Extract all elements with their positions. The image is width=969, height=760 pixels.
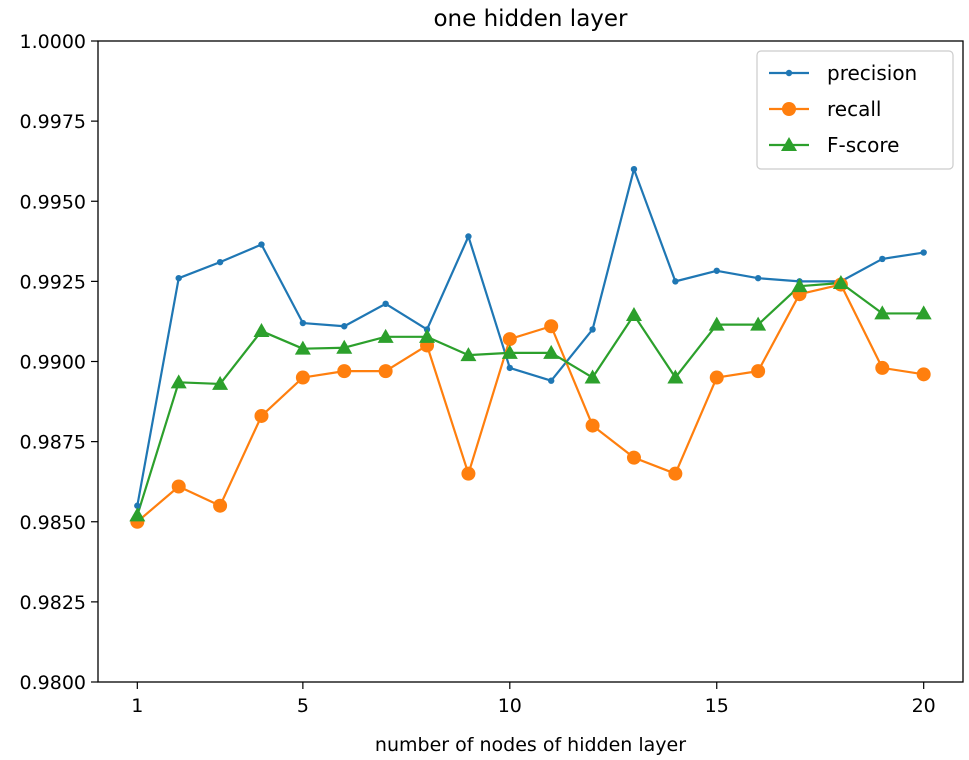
f-score-point [212,375,229,390]
f-score-point [750,316,767,331]
y-tick-label: 0.9825 [20,592,86,614]
precision-point [382,300,389,308]
recall-point [337,364,352,379]
recall-point [751,364,766,379]
y-tick-label: 0.9925 [20,271,86,293]
y-axis: 0.9800 0.9825 0.9850 0.9875 0.9900 0.9925 0.99… [20,31,98,694]
f-score-line [136,281,924,516]
recall-point [668,466,683,481]
precision-point [713,267,720,274]
recall-point [585,418,600,433]
precision-point [258,241,265,248]
f-score-point [791,278,808,293]
f-score-point [832,274,849,289]
precision-point [465,233,472,240]
f-score-legend-marker [781,137,797,151]
plot-markers [129,166,932,529]
recall-point [213,498,228,513]
f-score-point [874,305,891,320]
f-score-point [708,316,725,331]
precision-point [341,323,348,330]
y-tick-label: 0.9800 [20,672,86,694]
f-score-point [543,344,560,359]
x-axis-title: number of nodes of hidden layer [375,734,686,756]
precision-line [136,168,924,506]
f-score-point [501,344,518,359]
recall-point [378,364,393,379]
f-score-point [336,339,353,354]
x-tick-label: 20 [912,695,936,717]
recall-point [171,479,186,494]
recall-point [502,332,517,347]
y-tick-label: 0.9975 [20,111,86,133]
y-tick-label: 0.9900 [20,352,86,374]
chart-title: one hidden layer [433,6,628,32]
recall-point [916,367,931,382]
legend: precision recall F-score [756,50,954,170]
y-tick-label: 0.9950 [20,191,86,213]
recall-point [254,408,269,423]
precision-legend-marker [785,69,793,77]
y-tick-label: 0.9875 [20,432,86,454]
f-score-point [625,307,642,322]
x-tick-label: 10 [498,695,522,717]
x-axis: 1 5 10 15 20 [131,682,936,717]
recall-point [626,450,641,465]
f-score-point [377,328,394,343]
recall-point [875,360,890,375]
f-score-point [129,507,146,522]
y-tick-label: 1.0000 [20,31,86,53]
x-tick-label: 15 [705,695,729,717]
precision-point [589,326,596,333]
x-tick-label: 1 [131,695,143,717]
f-score-point [419,328,436,343]
precision-point [175,274,182,282]
recall-legend-marker [782,102,796,116]
precision-point [920,249,927,256]
f-score-point [170,374,187,389]
precision-point [299,319,307,327]
x-tick-label: 5 [297,695,309,717]
precision-point [630,166,638,173]
recall-point [709,370,724,385]
precision-point [879,255,886,263]
precision-point [506,364,514,372]
f-score-legend-label: F-score [827,133,899,157]
recall-line [136,283,924,523]
precision-point [216,258,224,266]
f-score-point [584,369,601,384]
legend-box [756,50,954,170]
plot-lines [136,168,924,523]
precision-point [672,278,679,285]
f-score-point [460,347,477,362]
recall-legend-label: recall [827,97,881,121]
recall-point [544,319,559,334]
precision-point [134,502,141,509]
f-score-point [253,323,270,338]
recall-point [461,466,476,481]
precision-legend-label: precision [827,61,917,85]
f-score-point [915,305,932,320]
f-score-point [667,369,684,384]
f-score-point [294,340,311,355]
y-tick-label: 0.9850 [20,512,86,534]
precision-point [547,377,555,384]
precision-point [754,274,762,282]
recall-point [295,370,310,385]
